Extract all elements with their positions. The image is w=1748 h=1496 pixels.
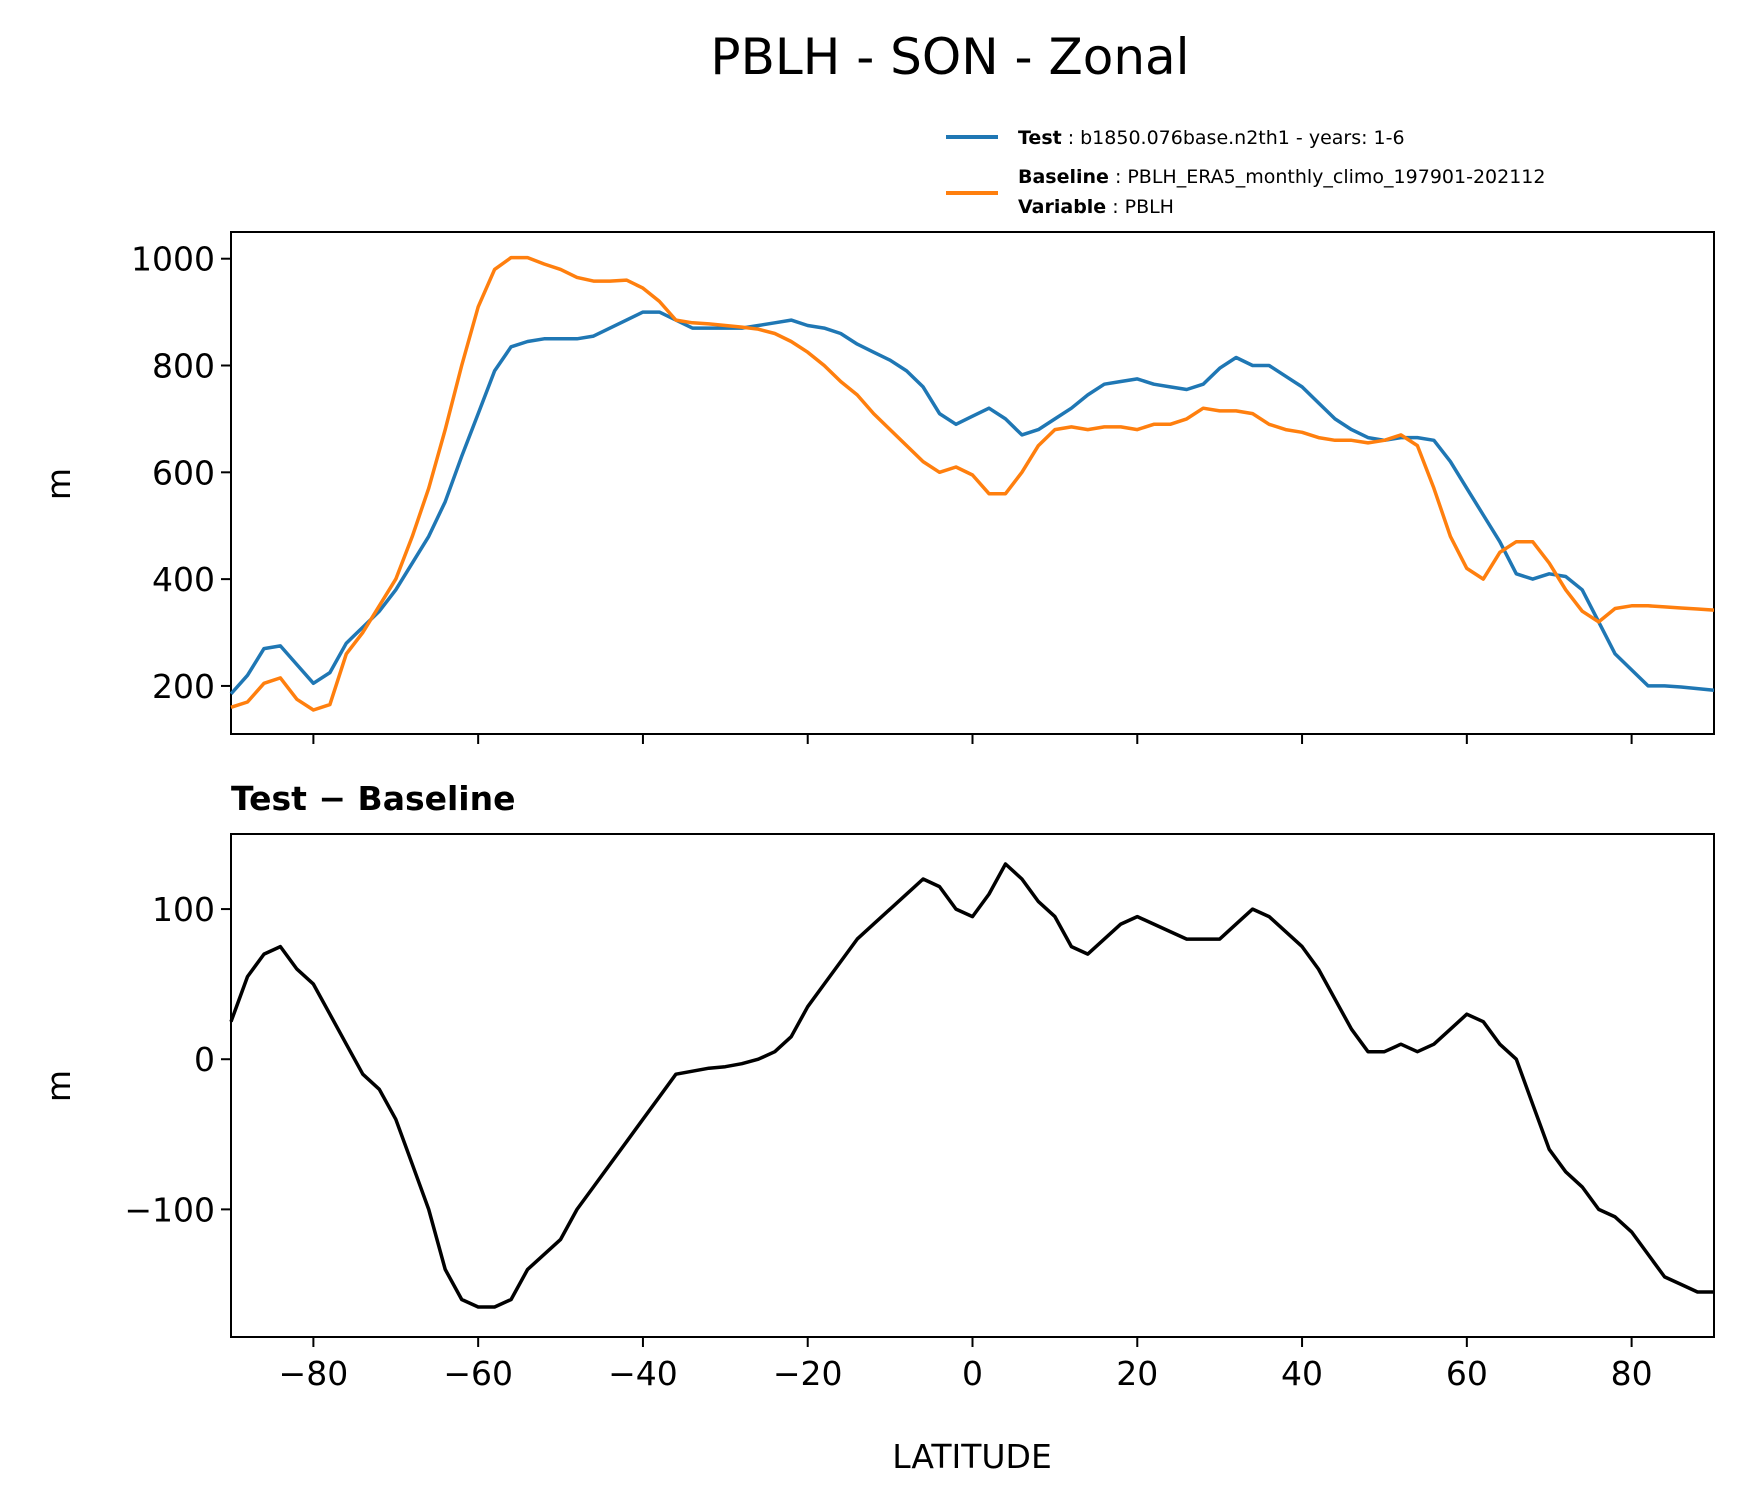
top-y-ticks: 200 400 600 800 1000 bbox=[131, 240, 231, 706]
y-tick-label: 200 bbox=[152, 667, 215, 706]
legend-value-baseline: PBLH_ERA5_monthly_climo_197901-202112 bbox=[1127, 166, 1545, 188]
legend-value-test: b1850.076base.n2th1 - years: 1-6 bbox=[1080, 127, 1404, 149]
series-line-0-0 bbox=[229, 310, 1715, 696]
x-tick-label: 0 bbox=[962, 1354, 983, 1393]
y-tick-label: 0 bbox=[194, 1040, 215, 1079]
x-tick-label: −40 bbox=[608, 1354, 678, 1393]
legend-sep-baseline: : bbox=[1115, 166, 1121, 188]
bottom-series-lines bbox=[229, 862, 1714, 1309]
y-tick-label: −100 bbox=[124, 1190, 215, 1229]
legend-key-baseline: Baseline bbox=[1018, 166, 1109, 188]
legend-key-variable: Variable bbox=[1018, 196, 1106, 218]
top-x-ticks bbox=[312, 734, 1633, 744]
legend: Test: b1850.076base.n2th1 - years: 1-6 Ba… bbox=[946, 127, 1545, 218]
difference-title: Test − Baseline bbox=[231, 779, 516, 818]
series-line-1-0 bbox=[229, 862, 1714, 1309]
y-tick-label: 600 bbox=[152, 453, 215, 492]
bottom-y-ticks: 100 0 −100 bbox=[124, 890, 231, 1229]
top-y-axis-label: m bbox=[39, 468, 78, 500]
series-line-0-1 bbox=[230, 255, 1715, 712]
x-tick-label: −80 bbox=[279, 1354, 349, 1393]
bottom-x-ticks: −80 −60 −40 −20 0 20 40 60 80 bbox=[279, 1337, 1653, 1393]
x-tick-label: −60 bbox=[443, 1354, 513, 1393]
chart-title: PBLH - SON - Zonal bbox=[710, 28, 1189, 86]
y-tick-label: 400 bbox=[152, 560, 215, 599]
y-tick-label: 1000 bbox=[131, 240, 215, 279]
bottom-y-axis-label: m bbox=[39, 1070, 78, 1102]
x-tick-label: 40 bbox=[1281, 1354, 1323, 1393]
legend-sep-test: : bbox=[1068, 127, 1074, 149]
legend-entry-variable: Variable: PBLH bbox=[1018, 196, 1174, 218]
y-tick-label: 100 bbox=[152, 890, 215, 929]
x-tick-label: −20 bbox=[773, 1354, 843, 1393]
legend-sep-variable: : bbox=[1112, 196, 1118, 218]
difference-panel: Test − Baseline 100 0 −100 −80 −60 −40 −20 0 20… bbox=[39, 779, 1715, 1476]
legend-entry-baseline: Baseline: PBLH_ERA5_monthly_climo_197901-… bbox=[1018, 166, 1545, 188]
zonal-mean-panel: 200 400 600 800 1000 m bbox=[39, 231, 1715, 744]
legend-value-variable: PBLH bbox=[1125, 196, 1174, 218]
legend-entry-test: Test: b1850.076base.n2th1 - years: 1-6 bbox=[1018, 127, 1405, 149]
bottom-axes-frame bbox=[230, 833, 1715, 1338]
top-series-lines bbox=[229, 255, 1715, 712]
legend-key-test: Test bbox=[1018, 127, 1062, 149]
x-tick-label: 20 bbox=[1116, 1354, 1158, 1393]
x-tick-label: 80 bbox=[1611, 1354, 1653, 1393]
y-tick-label: 800 bbox=[152, 347, 215, 386]
x-axis-label: LATITUDE bbox=[892, 1437, 1052, 1476]
x-tick-label: 60 bbox=[1446, 1354, 1488, 1393]
